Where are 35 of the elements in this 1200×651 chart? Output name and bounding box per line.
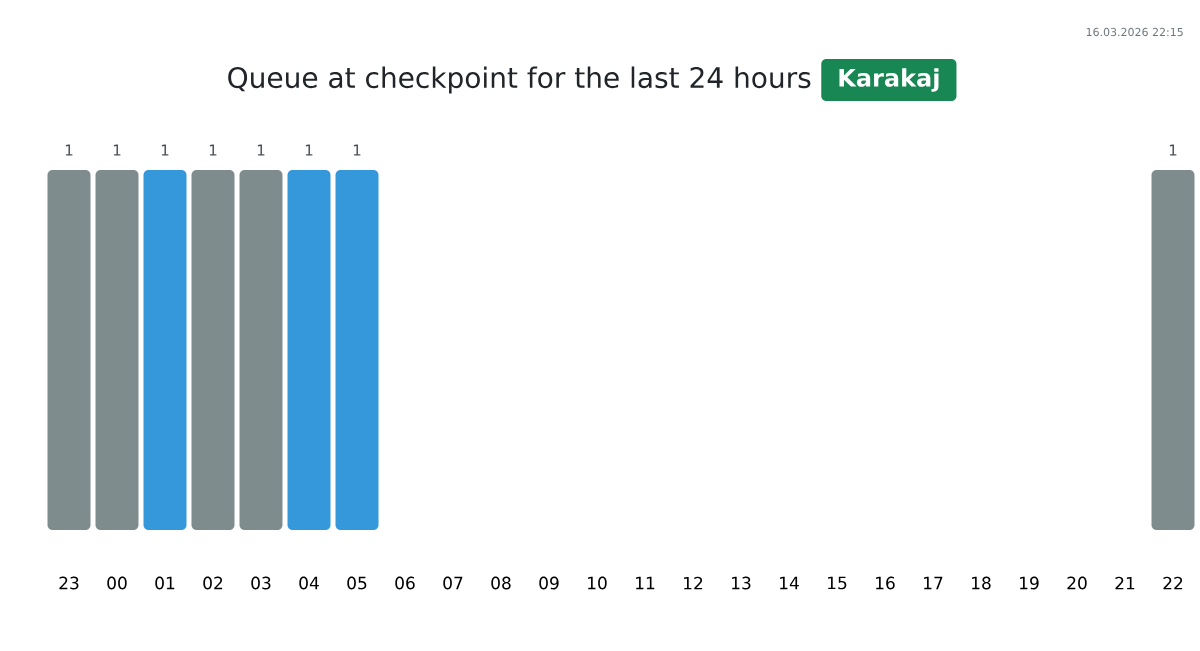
data-label: 1 bbox=[65, 144, 73, 156]
data-label: 1 bbox=[209, 144, 217, 156]
x-tick-label: 02 bbox=[203, 576, 223, 590]
x-tick-label: 14 bbox=[780, 576, 799, 590]
x-tick-label: 04 bbox=[299, 576, 319, 590]
text: 16.03.2026 22:15 bbox=[1086, 27, 1183, 37]
x-tick-label: 10 bbox=[588, 576, 607, 590]
x-tick-label: 13 bbox=[732, 576, 751, 590]
x-tick-label: 21 bbox=[1115, 576, 1135, 590]
x-tick-label: 17 bbox=[924, 576, 943, 590]
x-tick-label: 20 bbox=[1067, 576, 1087, 590]
x-tick-label: 19 bbox=[1020, 576, 1039, 590]
x-tick-label: 18 bbox=[972, 576, 991, 590]
x-tick-label: 22 bbox=[1163, 576, 1183, 590]
data-label: 1 bbox=[353, 144, 361, 156]
x-tick-label: 09 bbox=[539, 576, 559, 590]
x-tick-label: 06 bbox=[395, 576, 415, 590]
data-label: 1 bbox=[305, 144, 313, 156]
chart-subtitle: Karakaj bbox=[839, 68, 939, 92]
x-tick-label: 23 bbox=[59, 576, 79, 590]
data-label: 1 bbox=[1169, 144, 1177, 156]
x-tick-label: 16 bbox=[876, 576, 895, 590]
x-tick-label: 01 bbox=[155, 576, 175, 590]
x-tick-label: 12 bbox=[684, 576, 703, 590]
x-tick-label: 03 bbox=[251, 576, 271, 590]
x-tick-label: 07 bbox=[443, 576, 463, 590]
x-tick-label: 15 bbox=[828, 576, 847, 590]
x-tick-label: 00 bbox=[107, 576, 127, 590]
x-tick-label: 08 bbox=[491, 576, 511, 590]
x-tick-label: 05 bbox=[347, 576, 367, 590]
chart-title: Queue at checkpoint for the last 24 hours bbox=[228, 66, 811, 94]
data-label: 1 bbox=[257, 144, 265, 156]
data-label: 1 bbox=[161, 144, 169, 156]
x-tick-label: 11 bbox=[636, 576, 655, 590]
data-label: 1 bbox=[113, 144, 121, 156]
